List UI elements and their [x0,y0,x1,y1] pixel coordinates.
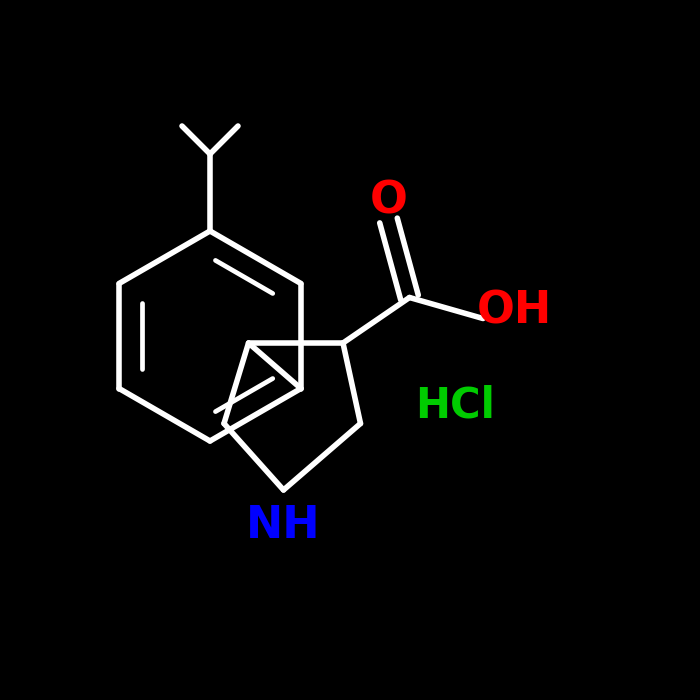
Text: HCl: HCl [415,385,495,427]
Text: OH: OH [477,290,552,333]
Text: O: O [370,179,407,223]
Text: NH: NH [246,503,321,547]
